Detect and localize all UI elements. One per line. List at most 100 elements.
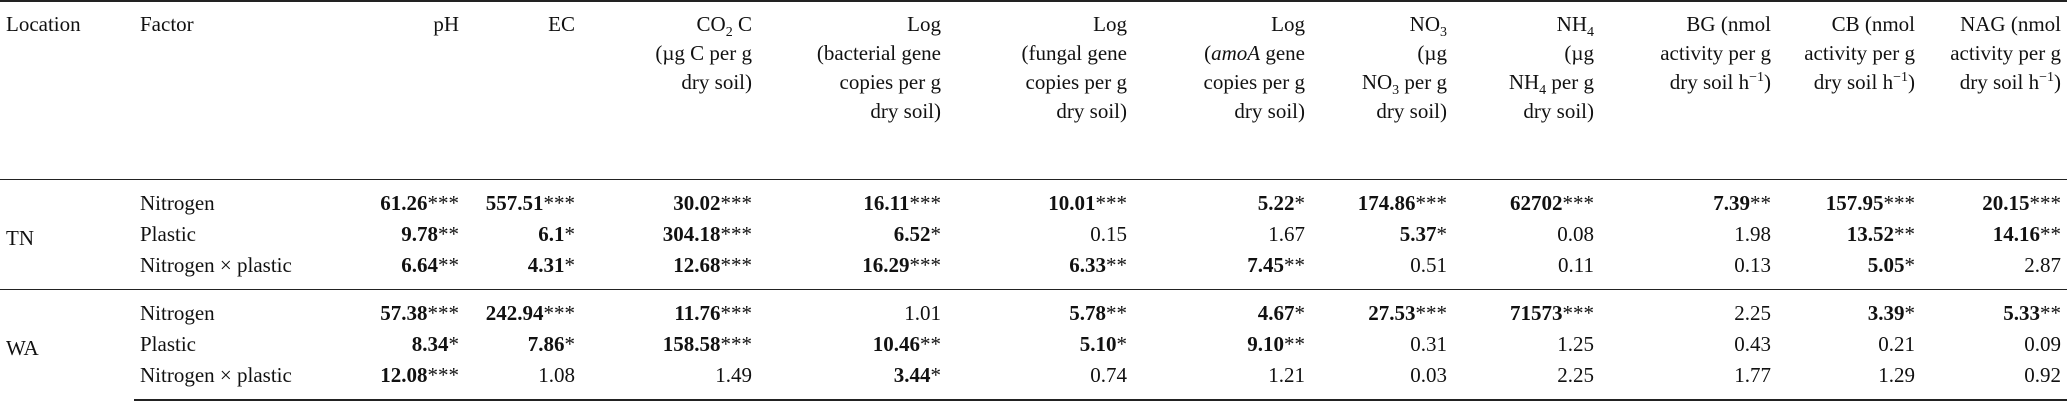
table-row: Plastic 8.34* 7.86* 158.58*** 10.46** 5.10* 9.… (0, 329, 2067, 360)
significance-stars: *** (427, 362, 460, 387)
location-cell: WA (0, 288, 134, 400)
significance-stars: * (930, 362, 942, 387)
value-text: 0.03 (1410, 362, 1447, 387)
value-cell: 1.49 (581, 359, 758, 401)
value-text: 174.86 (1357, 190, 1416, 215)
value-text: 3.44 (893, 362, 931, 387)
table-row: Nitrogen × plastic 12.08*** 1.08 1.49 3.44* 0… (0, 359, 2067, 401)
value-cell: 1.67 (1133, 219, 1311, 250)
header-co2: CO2 C (µg C per g dry soil) (581, 0, 758, 179)
value-cell: 6.1* (465, 219, 581, 250)
value-cell: 4.31* (465, 250, 581, 290)
value-cell: 0.13 (1600, 250, 1777, 290)
significance-stars: ** (2040, 221, 2061, 246)
value-cell: 242.94*** (465, 288, 581, 329)
value-cell: 0.11 (1453, 250, 1600, 290)
header-bg: BG (nmol activity per g dry soil h−1) (1600, 0, 1777, 179)
header-amoa: Log (amoA gene copies per g dry soil) (1133, 0, 1311, 179)
factor-cell: Plastic (140, 331, 196, 356)
value-cell: 7.45** (1133, 250, 1311, 290)
value-text: 0.08 (1557, 221, 1594, 246)
value-text: 0.09 (2024, 331, 2061, 356)
value-text: 1.49 (715, 362, 752, 387)
significance-stars: *** (720, 190, 753, 215)
significance-stars: *** (720, 331, 753, 356)
value-text: 61.26 (380, 190, 428, 215)
factor-cell: Nitrogen (134, 288, 352, 329)
value-cell: 12.08*** (352, 359, 465, 401)
value-cell: 304.18*** (581, 219, 758, 250)
header-nh4: NH4 (µg NH4 per g dry soil) (1453, 0, 1600, 179)
significance-stars: * (564, 221, 576, 246)
significance-stars: *** (1562, 300, 1595, 325)
significance-stars: *** (1562, 190, 1595, 215)
significance-stars: ** (920, 331, 941, 356)
value-cell: 0.08 (1453, 219, 1600, 250)
value-text: 0.11 (1558, 252, 1594, 277)
value-cell: 557.51*** (465, 178, 581, 219)
significance-stars: * (564, 331, 576, 356)
value-cell: 0.31 (1311, 329, 1453, 360)
significance-stars: ** (1284, 252, 1305, 277)
value-text: 1.01 (904, 300, 941, 325)
value-text: 13.52 (1846, 221, 1894, 246)
value-text: 1.08 (538, 362, 575, 387)
value-text: 0.92 (2024, 362, 2061, 387)
value-text: 5.33 (2003, 300, 2040, 325)
value-text: 158.58 (662, 331, 721, 356)
value-text: 157.95 (1825, 190, 1884, 215)
significance-stars: *** (720, 300, 753, 325)
significance-stars: *** (1415, 300, 1448, 325)
value-cell: 20.15*** (1921, 178, 2067, 219)
value-text: 20.15 (1982, 190, 2030, 215)
value-text: 7.45 (1247, 252, 1284, 277)
significance-stars: ** (1106, 300, 1127, 325)
significance-stars: *** (909, 252, 942, 277)
significance-stars: * (448, 331, 460, 356)
value-text: 10.46 (872, 331, 920, 356)
header-cb: CB (nmol activity per g dry soil h−1) (1777, 0, 1921, 179)
value-text: 6.1 (538, 221, 565, 246)
value-text: 7.86 (527, 331, 565, 356)
value-cell: 8.34* (352, 329, 465, 360)
value-cell: 0.21 (1777, 329, 1921, 360)
value-text: 9.10 (1247, 331, 1284, 356)
factor-cell: Plastic (140, 221, 196, 246)
value-cell: 13.52** (1777, 219, 1921, 250)
value-cell: 0.74 (947, 359, 1133, 401)
header-bacterial: Log (bacterial gene copies per g dry soi… (758, 0, 947, 179)
value-text: 242.94 (485, 300, 544, 325)
value-text: 5.10 (1079, 331, 1117, 356)
significance-stars: *** (720, 252, 753, 277)
significance-stars: * (564, 252, 576, 277)
value-text: 5.78 (1069, 300, 1106, 325)
value-text: 1.67 (1268, 221, 1305, 246)
significance-stars: ** (1106, 252, 1127, 277)
value-text: 0.31 (1410, 331, 1447, 356)
value-cell: 1.77 (1600, 359, 1777, 401)
value-cell: 5.78** (947, 288, 1133, 329)
value-cell: 16.11*** (758, 178, 947, 219)
value-text: 12.68 (673, 252, 721, 277)
header-row: Location Factor pH EC CO2 C (µg C per g … (0, 0, 2067, 179)
value-text: 4.67 (1257, 300, 1295, 325)
value-cell: 1.98 (1600, 219, 1777, 250)
value-cell: 0.03 (1311, 359, 1453, 401)
value-text: 1.29 (1878, 362, 1915, 387)
value-text: 5.05 (1867, 252, 1905, 277)
value-text: 2.25 (1557, 362, 1594, 387)
header-ec: EC (465, 0, 581, 179)
significance-stars: * (1904, 300, 1916, 325)
value-cell: 1.08 (465, 359, 581, 401)
header-location: Location (0, 0, 134, 179)
table-row: Nitrogen × plastic 6.64** 4.31* 12.68*** 16.… (0, 250, 2067, 290)
value-text: 4.31 (527, 252, 565, 277)
value-text: 62702 (1510, 190, 1563, 215)
value-text: 1.77 (1734, 362, 1771, 387)
value-text: 0.13 (1734, 252, 1771, 277)
significance-stars: *** (2029, 190, 2062, 215)
value-cell: 158.58*** (581, 329, 758, 360)
value-text: 1.21 (1268, 362, 1305, 387)
value-cell: 3.44* (758, 359, 947, 401)
